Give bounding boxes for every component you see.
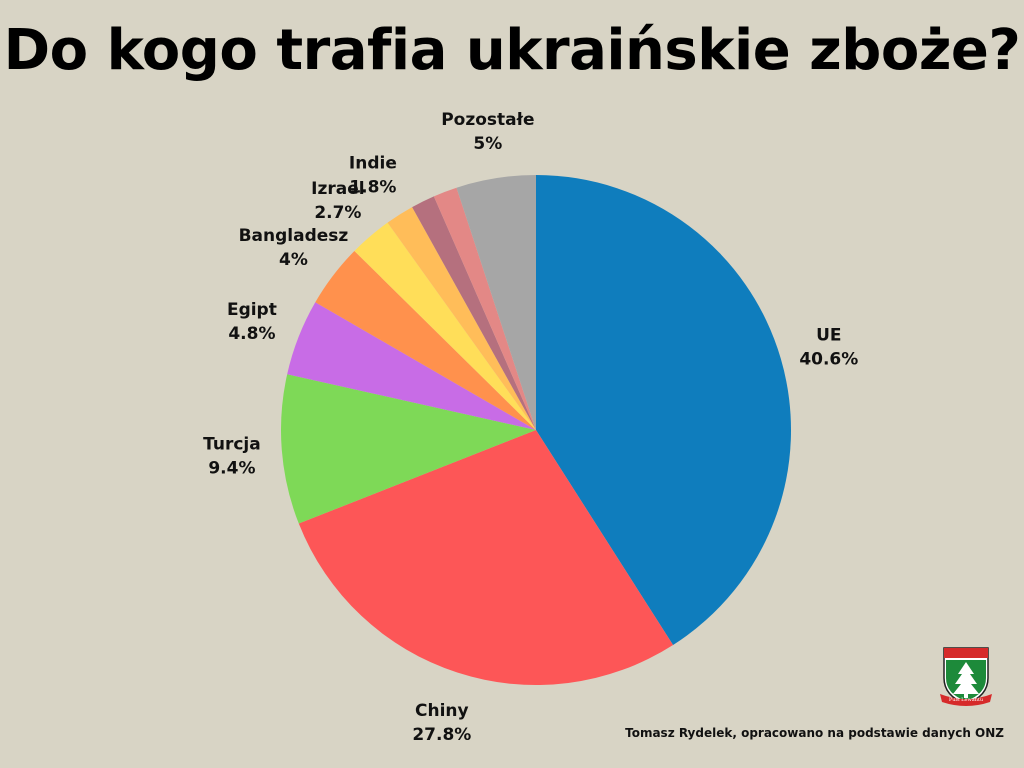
pie-slice-bangladesz (315, 250, 536, 430)
pie-slice-egipt (287, 302, 536, 430)
pie-labels: UE 40.6% Chiny 27.8% Turcja 9.4% Egipt 4.8% Bang… (203, 110, 858, 745)
pie-slice-pozostałe (456, 175, 536, 430)
svg-text:Puls Lewantu: Puls Lewantu (949, 697, 984, 703)
pie-slices (281, 175, 792, 685)
slice-label-ue: UE 40.6% (799, 326, 858, 370)
slice-label-chiny: Chiny 27.8% (412, 701, 471, 745)
slice-label-indie: Indie 1.8% (349, 153, 397, 197)
pie-slice-indie (387, 207, 536, 430)
chart-title: Do kogo trafia ukraińskie zboże? (3, 18, 1021, 83)
slice-label-turcja: Turcja 9.4% (203, 435, 261, 479)
pie-slice-turcja (281, 374, 536, 524)
pie-slice-chiny (298, 430, 674, 685)
slice-label-egipt: Egipt 4.8% (227, 300, 277, 344)
pie-slice-izrael (354, 222, 536, 430)
puls-lewantu-logo: Puls Lewantu (940, 647, 992, 706)
slice-label-izrael: Izrael 2.7% (311, 179, 364, 223)
pie-slice-unlabeled-7 (412, 196, 536, 430)
pie-slice-ue (536, 175, 792, 646)
pie-slice-unlabeled-8 (433, 187, 536, 430)
slice-label-pozostałe: Pozostałe 5% (441, 110, 534, 154)
source-note: Tomasz Rydelek, opracowano na podstawie … (625, 726, 1004, 740)
slice-label-bangladesz: Bangladesz 4% (239, 226, 349, 270)
